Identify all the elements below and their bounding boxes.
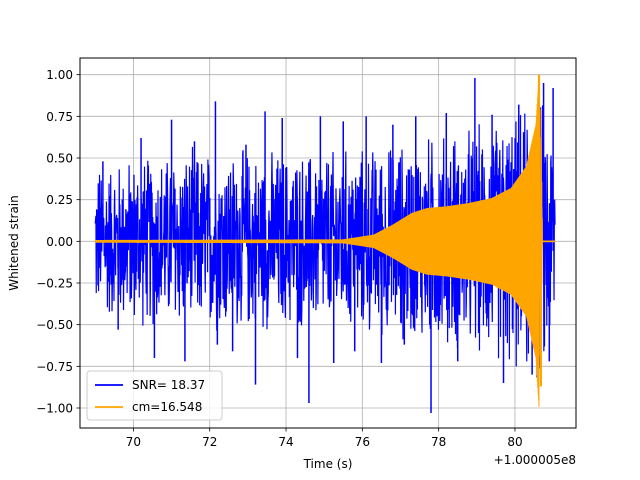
x-tick-label: 80 [507,435,522,449]
y-tick-label: 0.00 [46,235,73,249]
x-offset-label: +1.000005e8 [494,453,576,467]
plot-frame [79,57,577,429]
legend-label-cm: cm=16.548 [132,400,202,414]
legend: SNR= 18.37 cm=16.548 [86,370,223,421]
y-tick-label: 0.50 [46,152,73,166]
x-tick-label: 78 [431,435,446,449]
y-tick-label: −0.50 [36,318,73,332]
y-tick-label: 0.75 [46,110,73,124]
series-layer [94,74,556,413]
y-tick-label: −1.00 [36,402,73,416]
x-tick-label: 76 [355,435,370,449]
x-tick-label: 72 [202,435,217,449]
y-tick-label: 1.00 [46,68,73,82]
y-axis: −1.00 −0.75 −0.50 −0.25 0.00 0.25 0.50 0.75 1.00 [36,68,80,416]
y-tick-label: −0.75 [36,360,73,374]
y-axis-label: Whitened strain [7,195,21,291]
x-tick-label: 70 [126,435,141,449]
x-tick-label: 74 [278,435,293,449]
y-tick-label: 0.25 [46,193,73,207]
series-cm-line [94,78,556,407]
x-axis: 70 72 74 76 78 80 [126,428,523,449]
x-axis-label: Time (s) [303,457,353,471]
y-tick-label: −0.25 [36,277,73,291]
legend-label-snr: SNR= 18.37 [132,378,205,392]
